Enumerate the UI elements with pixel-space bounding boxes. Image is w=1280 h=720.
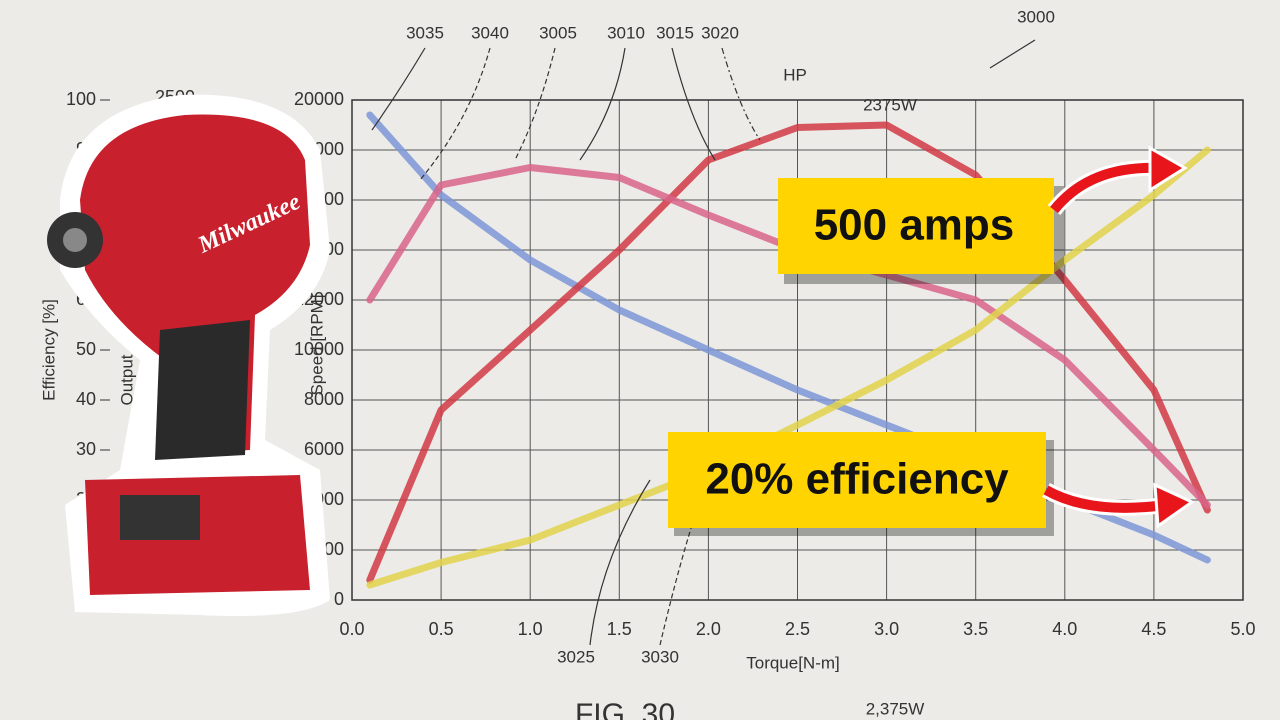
x-axis-label: Torque[N-m]	[746, 653, 840, 672]
series-line	[366, 146, 1211, 589]
leader	[514, 47, 556, 161]
y-tick-label: 0	[334, 589, 344, 609]
callout-box	[668, 432, 1046, 528]
ref-numeral: 3015	[656, 23, 694, 42]
arrow-head	[1153, 482, 1195, 529]
x-tick-label: 4.0	[1052, 619, 1077, 639]
peak-label: 2375W	[863, 95, 917, 114]
y-tick-label: 8000	[304, 389, 344, 409]
drill-body	[80, 114, 310, 455]
drill-grip	[155, 320, 250, 460]
leader-lines	[371, 39, 1036, 646]
ref-numeral: 3000	[1017, 7, 1055, 26]
x-tick-label: 3.0	[874, 619, 899, 639]
leader	[419, 47, 491, 181]
ref-numeral: 3040	[471, 23, 509, 42]
figure-label: FIG. 30	[575, 698, 675, 720]
output-label: Output	[117, 354, 136, 405]
x-tick-label: 1.5	[607, 619, 632, 639]
arrow	[1050, 162, 1161, 214]
ref-numeral: 3025	[557, 647, 595, 666]
x-tick-label: 0.5	[429, 619, 454, 639]
series-line	[366, 121, 1211, 584]
x-tick-label: 3.5	[963, 619, 988, 639]
y2-tick-label: 40	[76, 389, 96, 409]
y-tick-label: 6000	[304, 439, 344, 459]
leader	[671, 47, 716, 161]
arrow-head	[1148, 145, 1188, 193]
plot-frame	[351, 99, 1244, 601]
y2-tick-label: 50	[76, 339, 96, 359]
leader	[989, 39, 1036, 69]
callout-1: 500 amps	[778, 145, 1188, 284]
callout-text: 500 amps	[814, 201, 1015, 250]
x-tick-label: 4.5	[1141, 619, 1166, 639]
drill-chuck-center	[63, 228, 87, 252]
x-tick-label: 5.0	[1230, 619, 1255, 639]
peak-note: 2,375W	[866, 699, 925, 718]
ref-numeral: 3020	[701, 23, 739, 42]
leader	[721, 47, 761, 141]
leader	[589, 479, 651, 646]
y2-axis-label: Efficiency [%]	[39, 299, 58, 401]
ref-numeral: 3035	[406, 23, 444, 42]
ref-numeral: 3005	[539, 23, 577, 42]
leader	[579, 47, 626, 161]
ref-numeral: 3010	[607, 23, 645, 42]
callout-text: 20% efficiency	[705, 455, 1009, 504]
x-tick-label: 2.0	[696, 619, 721, 639]
drill-panel	[120, 495, 200, 540]
x-tick-label: 2.5	[785, 619, 810, 639]
leader	[371, 47, 426, 131]
y2-tick-label: 30	[76, 439, 96, 459]
y-tick-label: 10000	[294, 339, 344, 359]
leader	[659, 499, 701, 646]
y-axis-label: Speed [RPM]	[307, 294, 326, 395]
arrow	[1043, 485, 1166, 513]
drill: Milwaukee	[47, 94, 330, 617]
callout-2: 20% efficiency	[668, 432, 1195, 536]
x-tick-label: 0.0	[339, 619, 364, 639]
ref-numeral: 3030	[641, 647, 679, 666]
x-tick-label: 1.0	[518, 619, 543, 639]
y2-tick-label: 100	[66, 89, 96, 109]
callout-box	[778, 178, 1054, 274]
y-tick-label: 20000	[294, 89, 344, 109]
hp-label: HP	[783, 65, 807, 84]
